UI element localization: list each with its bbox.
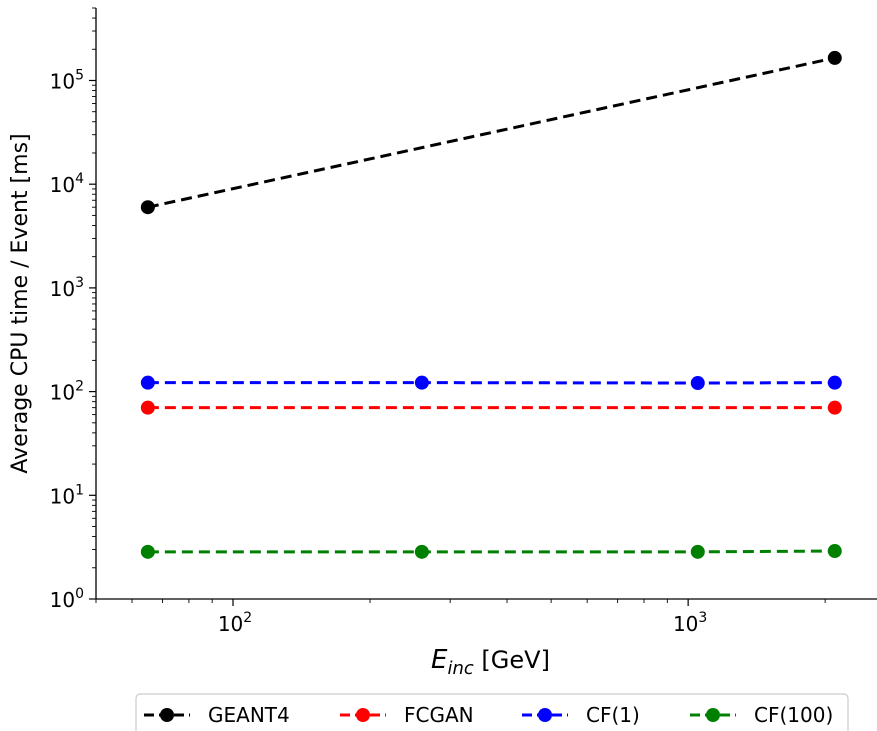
legend-point-marker <box>160 708 174 722</box>
data-point <box>140 400 155 415</box>
series-line-cf-100- <box>147 549 835 554</box>
legend-label: GEANT4 <box>208 703 290 727</box>
y-tick-label: 102 <box>50 379 84 405</box>
legend-label: CF(1) <box>586 703 640 727</box>
legend-point-marker <box>356 708 370 722</box>
x-axis-label: Einc [GeV] <box>431 645 550 679</box>
legend-box <box>135 693 849 731</box>
y-tick-label: 101 <box>50 482 84 508</box>
axes: 100 101 102 103 104 105 102 103 Einc [GeV] Averag… <box>8 7 877 679</box>
x-tick-label: 102 <box>218 610 252 636</box>
x-tick-label: 103 <box>673 610 707 636</box>
legend-point-marker <box>538 708 552 722</box>
data-point <box>414 375 429 390</box>
legend-label: FCGAN <box>404 703 474 727</box>
data-point <box>827 50 842 65</box>
data-point <box>827 400 842 415</box>
series-line-geant4 <box>147 56 836 209</box>
legend: GEANT4 FCGAN CF(1) CF(100) <box>135 693 849 731</box>
legend-entry-cf-100-: CF(100) <box>690 703 833 727</box>
y-tick-label: 100 <box>50 586 84 612</box>
legend-entry-geant4: GEANT4 <box>144 703 290 727</box>
y-axis-label: Average CPU time / Event [ms] <box>8 133 33 473</box>
data-point <box>140 375 155 390</box>
legend-entry-cf-1-: CF(1) <box>522 703 640 727</box>
data-point <box>140 544 155 559</box>
y-tick-label: 104 <box>50 171 84 197</box>
legend-label: CF(100) <box>754 703 833 727</box>
data-point <box>690 544 705 559</box>
data-point <box>827 375 842 390</box>
data-point <box>827 544 842 559</box>
y-tick-label: 105 <box>50 67 84 93</box>
data-point <box>140 200 155 215</box>
legend-entry-fcgan: FCGAN <box>340 703 474 727</box>
legend-point-marker <box>706 708 720 722</box>
data-point <box>690 376 705 391</box>
data-point <box>414 544 429 559</box>
plot-area <box>140 50 842 559</box>
y-tick-label: 103 <box>50 275 84 301</box>
